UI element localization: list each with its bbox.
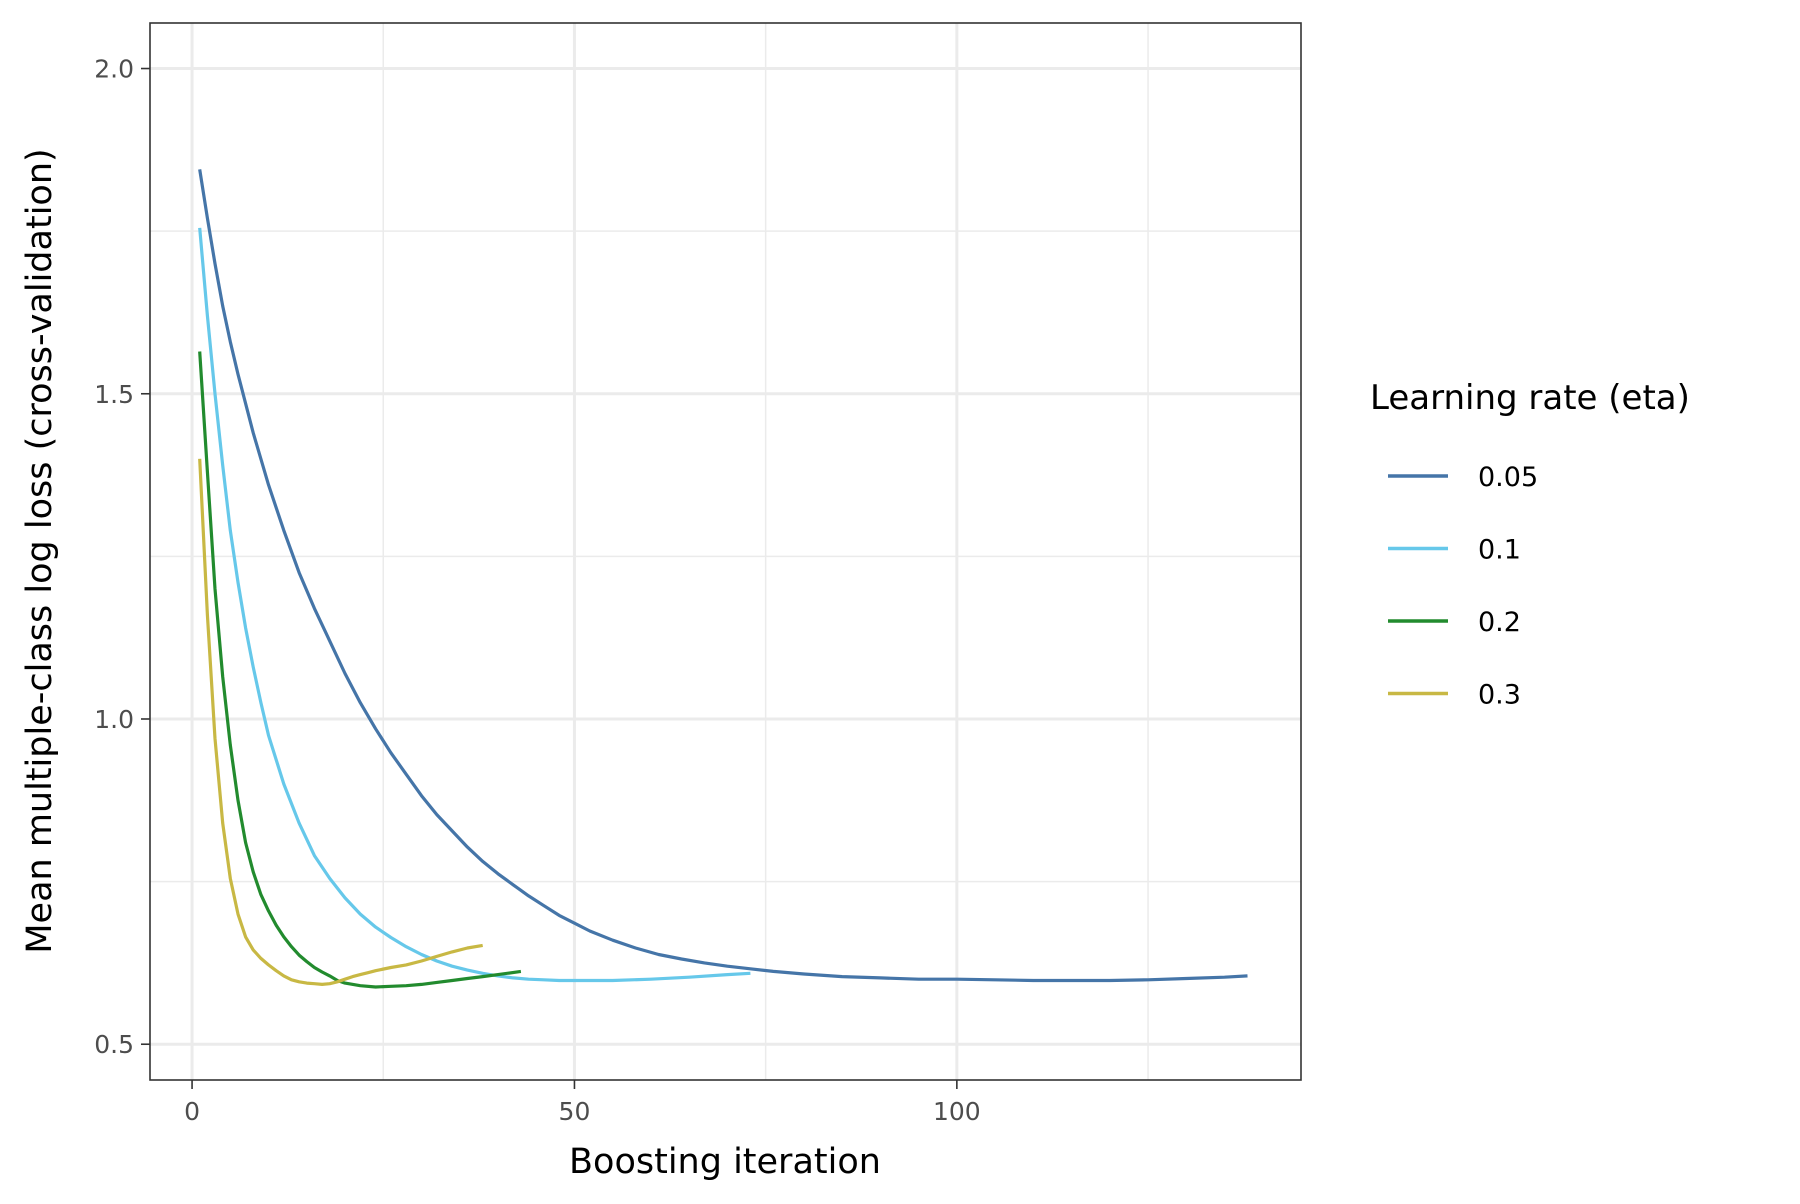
legend-item: 0.05 <box>1388 462 1538 493</box>
legend-label: 0.2 <box>1478 607 1521 638</box>
series-line-0-05 <box>198 169 1248 983</box>
series-line-0-3 <box>198 458 483 987</box>
y-tick-label: 2.0 <box>94 55 134 84</box>
legend-label: 0.3 <box>1478 680 1521 711</box>
legend-item: 0.1 <box>1388 535 1521 566</box>
series-line-0-2 <box>198 351 522 989</box>
grid-minor <box>150 23 1301 1080</box>
plot-background <box>150 23 1301 1080</box>
x-tick-label: 100 <box>933 1097 981 1126</box>
series-layer <box>198 169 1248 989</box>
y-tick-label: 1.0 <box>94 705 134 734</box>
y-axis-title: Mean multiple-class log loss (cross-vali… <box>20 148 60 953</box>
legend-items: 0.05 0.1 0.2 0.3 <box>1388 462 1538 711</box>
x-tick-label: 0 <box>184 1097 200 1126</box>
legend-title: Learning rate (eta) <box>1370 378 1690 418</box>
legend-item: 0.3 <box>1388 680 1521 711</box>
series-line-0-1 <box>198 227 751 983</box>
legend: Learning rate (eta) 0.05 0.1 0.2 0.3 <box>1370 378 1690 711</box>
y-tick-label: 1.5 <box>94 380 134 409</box>
legend-item: 0.2 <box>1388 607 1521 638</box>
x-axis: 0 50 100 <box>184 1080 981 1126</box>
x-tick-label: 50 <box>559 1097 591 1126</box>
grid-major <box>150 23 1301 1080</box>
x-axis-title: Boosting iteration <box>569 1142 881 1182</box>
legend-label: 0.1 <box>1478 535 1521 566</box>
plot-border <box>149 22 1302 1081</box>
y-axis: 0.5 1.0 1.5 2.0 <box>94 55 150 1059</box>
y-tick-label: 0.5 <box>94 1030 134 1059</box>
legend-label: 0.05 <box>1478 462 1538 493</box>
